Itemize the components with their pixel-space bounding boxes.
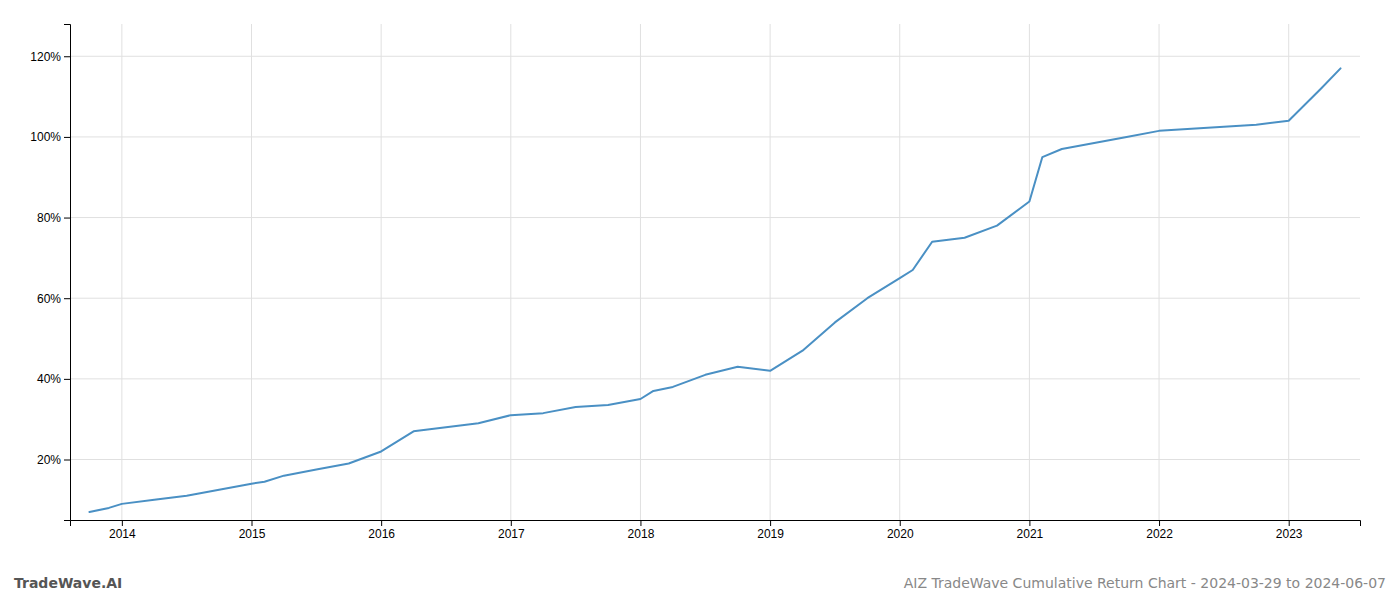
- x-axis-domain: [71, 521, 1361, 527]
- grid-line-x: [510, 24, 511, 520]
- marks: [89, 68, 1340, 512]
- grid-line-y: [70, 459, 1360, 460]
- x-axis-tick: 2019: [757, 520, 784, 541]
- x-axis-tick-label: 2018: [628, 527, 655, 541]
- x-axis: 2014 2015 2016 2017 2018 2019 2020 2021 2022 2023: [71, 520, 1361, 541]
- x-axis-tick-mark: [1289, 520, 1290, 526]
- chart-svg: 2014 2015 2016 2017 2018 2019 2020 2021 2022 2023…: [0, 0, 1400, 600]
- x-axis-tick-mark: [252, 520, 253, 526]
- x-axis-tick-label: 2014: [109, 527, 136, 541]
- grid-line-y: [70, 56, 1360, 57]
- y-axis-tick-label: 100%: [30, 130, 61, 144]
- y-axis: 20% 40% 60% 80% 100% 120%: [30, 25, 70, 521]
- x-axis-tick: 2017: [498, 520, 525, 541]
- x-axis-tick-mark: [381, 520, 382, 526]
- x-axis-tick: 2016: [368, 520, 395, 541]
- y-axis-tick: 60%: [37, 292, 70, 306]
- watermark: TradeWave.AI: [14, 575, 122, 591]
- y-axis-tick: 100%: [30, 130, 70, 144]
- x-axis-tick-label: 2020: [887, 527, 914, 541]
- title: AIZ TradeWave Cumulative Return Chart - …: [904, 575, 1386, 591]
- grid-line-x: [1159, 24, 1160, 520]
- x-axis-tick-mark: [511, 520, 512, 526]
- x-axis-tick: 2014: [109, 520, 136, 541]
- line: [89, 68, 1340, 512]
- y-axis-tick: 40%: [37, 372, 70, 386]
- x-axis-tick: 2015: [239, 520, 266, 541]
- x-axis-tick-label: 2019: [757, 527, 784, 541]
- grid-line-y: [70, 378, 1360, 379]
- chart-container: 2014 2015 2016 2017 2018 2019 2020 2021 2022 2023…: [0, 0, 1400, 600]
- y-axis-tick-label: 120%: [30, 50, 61, 64]
- x-axis-tick-mark: [640, 520, 641, 526]
- grid-line-x: [1029, 24, 1030, 520]
- x-axis-tick-mark: [1029, 520, 1030, 526]
- x-axis-tick-label: 2022: [1146, 527, 1173, 541]
- grid-line-y: [70, 298, 1360, 299]
- x-axis-tick-mark: [1159, 520, 1160, 526]
- grid-line-x: [121, 24, 122, 520]
- y-axis-tick-label: 80%: [37, 211, 61, 225]
- y-axis-tick-label: 40%: [37, 372, 61, 386]
- grid-line-x: [381, 24, 382, 520]
- grid-line-x: [251, 24, 252, 520]
- y-axis-tick-mark: [64, 460, 70, 461]
- y-axis-tick-mark: [64, 298, 70, 299]
- y-axis-tick-mark: [64, 137, 70, 138]
- grid-line-x: [770, 24, 771, 520]
- x-axis-tick-mark: [900, 520, 901, 526]
- y-axis-tick-mark: [64, 218, 70, 219]
- x-axis-tick-label: 2021: [1017, 527, 1044, 541]
- grid-line-y: [70, 217, 1360, 218]
- grid: [70, 24, 1360, 520]
- x-axis-tick-label: 2023: [1276, 527, 1303, 541]
- x-axis-tick: 2022: [1146, 520, 1173, 541]
- x-axis-tick-label: 2015: [239, 527, 266, 541]
- x-axis-tick: 2020: [887, 520, 914, 541]
- grid-line-y: [70, 136, 1360, 137]
- grid-line-x: [899, 24, 900, 520]
- y-axis-tick-label: 20%: [37, 453, 61, 467]
- x-axis-tick: 2023: [1276, 520, 1303, 541]
- y-axis-tick-mark: [64, 379, 70, 380]
- x-axis-tick: 2021: [1017, 520, 1044, 541]
- x-axis-tick-label: 2017: [498, 527, 525, 541]
- y-axis-tick: 80%: [37, 211, 70, 225]
- x-axis-tick-mark: [122, 520, 123, 526]
- y-axis-tick: 20%: [37, 453, 70, 467]
- grid-line-x: [1288, 24, 1289, 520]
- y-axis-tick: 120%: [30, 50, 70, 64]
- y-axis-domain: [64, 25, 71, 521]
- x-axis-tick-label: 2016: [368, 527, 395, 541]
- grid-line-x: [640, 24, 641, 520]
- plot-area: 2014 2015 2016 2017 2018 2019 2020 2021 2022 2023…: [30, 24, 1360, 541]
- x-axis-tick: 2018: [628, 520, 655, 541]
- y-axis-tick-label: 60%: [37, 292, 61, 306]
- x-axis-tick-mark: [770, 520, 771, 526]
- y-axis-tick-mark: [64, 56, 70, 57]
